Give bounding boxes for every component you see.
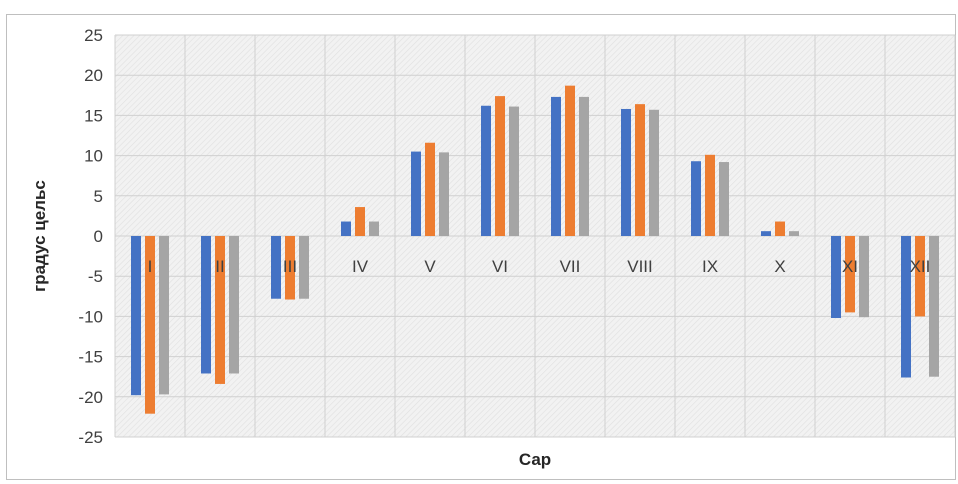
category-label: VIII: [627, 257, 653, 276]
bar: [299, 236, 309, 299]
category-labels: I II III IV V VI VII VIII IX X XI XII: [148, 257, 931, 276]
category-label: IV: [352, 257, 369, 276]
bar: [201, 236, 211, 374]
bar: [481, 105, 491, 236]
grid-lines: [114, 34, 956, 438]
y-tick-label: -25: [78, 428, 103, 447]
y-tick-label: 25: [84, 26, 103, 45]
category-label: I: [148, 257, 153, 276]
bar: [775, 221, 785, 236]
bar: [901, 236, 911, 378]
category-label: XI: [842, 257, 858, 276]
bar: [495, 96, 505, 236]
bar: [425, 142, 435, 236]
bar: [831, 236, 841, 319]
bar: [635, 104, 645, 236]
bar: [859, 236, 869, 318]
bar: [719, 162, 729, 236]
y-tick-label: 0: [94, 227, 103, 246]
bars: [131, 85, 939, 414]
bar: [369, 221, 379, 236]
bar: [285, 236, 295, 300]
chart-frame: 25 20 15 10 5 0 -5 -10 -15 -20 -25 I II III IV V VI VII V…: [6, 14, 956, 480]
bar: [439, 152, 449, 236]
bar: [145, 236, 155, 414]
y-tick-label: -5: [88, 267, 103, 286]
y-tick-labels: 25 20 15 10 5 0 -5 -10 -15 -20 -25: [78, 26, 103, 447]
y-tick-label: 20: [84, 66, 103, 85]
bar: [341, 221, 351, 236]
bar: [789, 231, 799, 236]
bar: [411, 151, 421, 236]
y-axis-title: градус цельс: [30, 180, 49, 292]
y-tick-label: -15: [78, 348, 103, 367]
bar: [229, 236, 239, 374]
x-axis-title: Сар: [519, 450, 551, 469]
bar: [621, 108, 631, 236]
bar: [761, 231, 771, 236]
category-label: VI: [492, 257, 508, 276]
bar: [649, 109, 659, 236]
bar: [915, 236, 925, 317]
y-tick-label: -20: [78, 388, 103, 407]
category-label: III: [283, 257, 297, 276]
category-label: XII: [910, 257, 931, 276]
bar: [355, 207, 365, 236]
category-label: II: [215, 257, 224, 276]
bar: [705, 154, 715, 236]
y-tick-label: 5: [94, 187, 103, 206]
bar: [509, 106, 519, 236]
bar: [215, 236, 225, 384]
bar: [691, 161, 701, 236]
category-label: VII: [560, 257, 581, 276]
bar: [565, 85, 575, 236]
y-tick-label: 10: [84, 147, 103, 166]
bar: [579, 96, 589, 237]
bar: [159, 236, 169, 395]
category-label: IX: [702, 257, 718, 276]
y-tick-label: 15: [84, 106, 103, 125]
bar: [551, 96, 561, 237]
bar: [271, 236, 281, 299]
category-label: X: [774, 257, 785, 276]
bar: [131, 236, 141, 396]
bar: [929, 236, 939, 377]
category-label: V: [424, 257, 436, 276]
bar: [845, 236, 855, 313]
y-tick-label: -10: [78, 307, 103, 326]
